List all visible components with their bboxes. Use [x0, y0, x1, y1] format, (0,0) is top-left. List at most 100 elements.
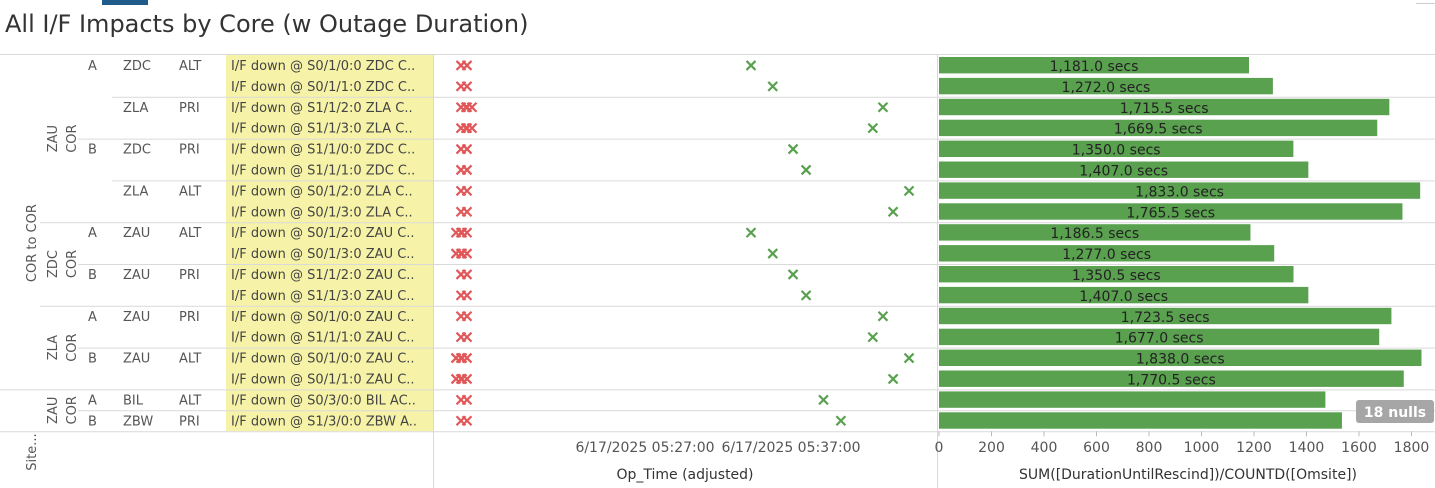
green-mark	[800, 290, 812, 301]
row-description: I/F down @ S0/1/0:0 ZAU C..	[231, 310, 415, 325]
bar-data-label: 1,407.0 secs	[1079, 289, 1168, 305]
red-mark	[461, 310, 473, 322]
group-label-level1: COR to COR	[25, 204, 40, 282]
row-description: I/F down @ S1/1/1:0 ZDC C..	[231, 164, 415, 179]
logo-icon	[102, 0, 148, 5]
bar-axis-tick-label: 1600	[1341, 440, 1377, 456]
row-type-label: PRI	[179, 268, 200, 283]
group-label-level2-suffix: COR	[65, 333, 80, 361]
red-mark	[461, 269, 473, 280]
scatter-axis-title: Op_Time (adjusted)	[616, 467, 753, 483]
row-side-label: B	[88, 268, 97, 283]
row-type-label: ALT	[179, 184, 201, 199]
toolbar-corner-icon[interactable]	[1416, 0, 1435, 4]
group-label-level2: ZAU	[46, 397, 61, 424]
bar-axis-tick-label: 600	[1083, 440, 1110, 456]
bar	[939, 182, 1421, 199]
group-label-level1: Site...	[25, 433, 40, 470]
bar	[939, 307, 1392, 325]
row-description: I/F down @ S1/1/3:0 ZLA C..	[231, 122, 413, 137]
row-description: I/F down @ S0/1/2:0 ZAU C..	[231, 226, 415, 241]
row-type-label: PRI	[179, 101, 200, 116]
group-label-level2-suffix: COR	[65, 250, 80, 278]
row-description: I/F down @ S0/1/0:0 ZDC C..	[231, 59, 415, 74]
green-mark	[903, 185, 915, 197]
bar	[939, 286, 1309, 304]
bar-data-label: 1,838.0 secs	[1136, 352, 1225, 368]
green-mark	[745, 60, 757, 71]
bar	[939, 412, 1342, 429]
row-description: I/F down @ S1/1/2:0 ZLA C..	[231, 101, 413, 116]
green-mark	[767, 248, 779, 259]
row-side-label: B	[88, 352, 97, 367]
bar-data-label: 1,272.0 secs	[1062, 80, 1151, 96]
group-label-level2-suffix: COR	[65, 396, 80, 424]
row-peer-label: ZAU	[123, 226, 150, 241]
red-mark	[466, 122, 478, 134]
row-side-label: A	[88, 59, 97, 74]
bar	[939, 98, 1390, 116]
row-type-label: ALT	[179, 393, 201, 408]
bar-axis-tick-label: 1200	[1236, 440, 1272, 456]
scatter-tick-label: 6/17/2025 05:27:00	[575, 440, 714, 456]
bar-axis-tick-label: 200	[978, 440, 1005, 456]
row-description: I/F down @ S0/1/0:0 ZAU C..	[231, 352, 415, 367]
row-side-label: A	[88, 310, 97, 325]
row-type-label: ALT	[179, 352, 201, 367]
bar	[939, 349, 1422, 366]
group-label-level2-suffix: COR	[65, 124, 80, 152]
red-mark	[461, 143, 473, 155]
red-mark	[456, 227, 468, 238]
row-description: I/F down @ S1/3/0:0 ZBW A..	[231, 414, 417, 429]
bar	[939, 203, 1403, 220]
green-mark	[877, 101, 889, 113]
red-mark	[461, 206, 473, 218]
bar-data-label: 1,181.0 secs	[1050, 59, 1139, 75]
row-peer-label: ZLA	[123, 101, 148, 116]
red-mark	[461, 164, 473, 176]
bar-axis-tick-label: 1400	[1289, 440, 1325, 456]
red-mark	[456, 352, 468, 364]
bar-data-label: 1,186.5 secs	[1050, 226, 1139, 242]
page-title: All I/F Impacts by Core (w Outage Durati…	[5, 10, 529, 38]
bar	[939, 140, 1294, 157]
green-mark	[867, 331, 879, 343]
green-mark	[787, 269, 799, 280]
bar-data-label: 1,277.0 secs	[1062, 247, 1151, 263]
bar	[939, 370, 1404, 387]
bar-axis-tick-label: 800	[1136, 440, 1163, 456]
red-mark	[461, 394, 473, 406]
green-mark	[887, 373, 899, 385]
red-mark	[461, 290, 473, 301]
scatter-tick-label: 6/17/2025 05:37:00	[721, 440, 860, 456]
bar-data-label: 1,407.0 secs	[1079, 164, 1168, 180]
row-side-label: B	[88, 414, 97, 429]
row-description: I/F down @ S0/1/1:0 ZDC C..	[231, 80, 415, 95]
green-mark	[800, 164, 812, 176]
green-mark	[818, 394, 829, 406]
bar-data-label: 1,669.5 secs	[1114, 122, 1203, 138]
green-mark	[787, 143, 799, 155]
row-description: I/F down @ S0/1/1:0 ZAU C..	[231, 373, 415, 388]
bar-data-label: 1,770.5 secs	[1127, 373, 1216, 389]
red-mark	[461, 60, 473, 71]
row-description: I/F down @ S0/1/3:0 ZLA C..	[231, 205, 413, 220]
bar-data-label: 1,723.5 secs	[1121, 310, 1210, 326]
red-mark	[456, 248, 468, 259]
green-mark	[745, 227, 757, 238]
bar	[939, 391, 1326, 408]
red-mark	[461, 415, 473, 427]
row-description: I/F down @ S0/3/0:0 BIL AC..	[231, 393, 416, 408]
row-description: I/F down @ S1/1/2:0 ZAU C..	[231, 268, 415, 283]
nulls-badge-label: 18 nulls	[1364, 405, 1426, 421]
bar	[939, 77, 1273, 95]
row-side-label: B	[88, 143, 97, 158]
bar-data-label: 1,833.0 secs	[1135, 184, 1224, 200]
bar	[939, 224, 1251, 241]
row-description: I/F down @ S0/1/3:0 ZAU C..	[231, 247, 415, 262]
bar-data-label: 1,350.0 secs	[1072, 143, 1161, 159]
row-peer-label: ZAU	[123, 268, 150, 283]
row-description: I/F down @ S1/1/1:0 ZAU C..	[231, 331, 415, 346]
bar-axis-title: SUM([DurationUntilRescind])/COUNTD([Omsi…	[1019, 467, 1357, 483]
